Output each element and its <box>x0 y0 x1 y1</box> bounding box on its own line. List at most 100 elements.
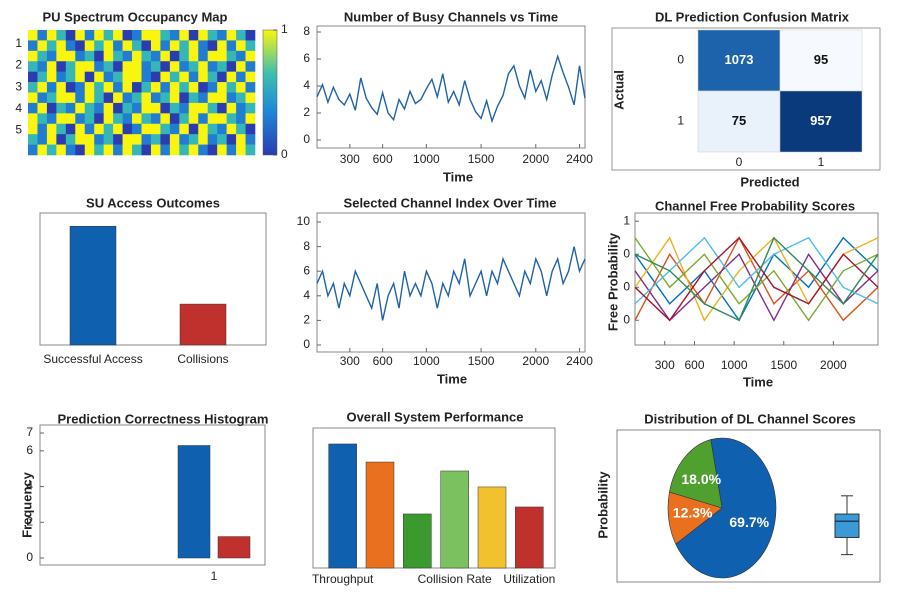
heat-cell <box>103 92 114 104</box>
colorbar-label: 1 <box>281 22 288 36</box>
heat-cell <box>179 144 190 156</box>
heat-cell <box>226 102 237 114</box>
heat-cell <box>150 30 161 41</box>
heat-cell <box>94 134 104 145</box>
heat-cell <box>236 61 246 72</box>
heat-cell <box>132 102 142 114</box>
heat-cell <box>160 50 171 62</box>
heat-cell <box>28 30 38 41</box>
heat-cell <box>46 82 57 93</box>
heat-cell <box>217 144 227 156</box>
chart-title: Overall System Performance <box>346 409 523 424</box>
heat-cell <box>94 50 104 62</box>
heat-cell <box>160 134 171 145</box>
heat-cell <box>132 123 142 135</box>
heat-cell <box>179 30 190 41</box>
heat-cell <box>198 71 209 83</box>
heat-cell <box>150 40 161 52</box>
heat-cell <box>37 113 48 125</box>
chart-title: DL Prediction Confusion Matrix <box>655 9 850 24</box>
heat-cell <box>56 61 67 72</box>
heat-cell <box>226 113 237 125</box>
heat-cell <box>84 102 95 114</box>
heat-cell <box>56 123 67 135</box>
heat-cell <box>65 71 76 83</box>
heat-cell <box>122 71 133 83</box>
heat-cell <box>75 61 86 72</box>
x-tick-label: 300 <box>340 152 360 166</box>
heat-cell <box>103 30 114 41</box>
heat-cell <box>56 102 67 114</box>
heat-cell <box>245 30 256 41</box>
y-tick-label: 5 <box>15 122 22 136</box>
heat-cell <box>94 144 104 156</box>
bar <box>403 513 432 569</box>
heat-cell <box>245 61 256 72</box>
heat-cell <box>207 113 218 125</box>
heat-cell <box>37 40 48 52</box>
heat-cell <box>46 71 57 83</box>
heat-cell <box>150 50 161 62</box>
heat-cell <box>141 40 152 52</box>
x-tick-label: Throughput <box>312 572 374 586</box>
heat-cell <box>28 50 38 62</box>
heat-cell <box>226 30 237 41</box>
heat-cell <box>46 30 57 41</box>
heat-cell <box>132 92 142 104</box>
heat-cell <box>169 123 180 135</box>
heat-cell <box>84 113 95 125</box>
heat-cell <box>46 92 57 104</box>
heat-cell <box>169 92 180 104</box>
heat-cell <box>160 71 171 83</box>
heat-cell <box>188 102 199 114</box>
heat-cell <box>169 113 180 125</box>
y-tick-label: 0 <box>677 53 684 67</box>
y-tick-label: 1 <box>15 36 22 50</box>
y-tick-label: 7 <box>26 425 33 439</box>
heat-cell <box>217 82 227 93</box>
y-tick-label: 0 <box>623 279 630 293</box>
series-line <box>316 53 586 124</box>
heat-cell <box>179 134 190 145</box>
heat-cell <box>198 92 209 104</box>
heat-cell <box>169 50 180 62</box>
x-tick-label: 1500 <box>468 354 495 368</box>
heat-cell <box>236 30 246 41</box>
heat-cell <box>46 102 57 114</box>
y-tick-label: 1 <box>623 213 630 227</box>
heat-cell <box>160 92 171 104</box>
heat-cell <box>56 134 67 145</box>
slice-label: 18.0% <box>681 471 721 487</box>
heat-cell <box>122 144 133 156</box>
heat-cell <box>198 113 209 125</box>
heat-cell <box>65 30 76 41</box>
heat-cell <box>28 123 38 135</box>
heat-cell <box>236 134 246 145</box>
y-tick-label: 1 <box>677 114 684 128</box>
heat-cell <box>132 134 142 145</box>
heat-cell <box>150 123 161 135</box>
heat-cell <box>150 82 161 93</box>
heat-cell <box>236 113 246 125</box>
heat-cell <box>141 123 152 135</box>
heat-cell <box>132 71 142 83</box>
cell-label: 957 <box>810 113 832 128</box>
heat-cell <box>169 71 180 83</box>
y-tick-label: 0 <box>623 312 630 326</box>
heat-cell <box>141 30 152 41</box>
heat-cell <box>188 82 199 93</box>
heat-cell <box>207 82 218 93</box>
bar <box>440 470 469 569</box>
chart-title: SU Access Outcomes <box>86 195 220 210</box>
colorbar-label: 0 <box>281 147 288 161</box>
heat-cell <box>94 30 104 41</box>
heat-cell <box>245 71 256 83</box>
x-tick-label: Collision Rate <box>418 572 492 586</box>
heat-cell <box>113 82 123 93</box>
heat-cell <box>28 144 38 156</box>
heat-cell <box>236 40 246 52</box>
heat-cell <box>94 71 104 83</box>
chart-title: Distribution of DL Channel Scores <box>644 411 855 426</box>
heat-cell <box>132 144 142 156</box>
y-tick-label: 8 <box>303 239 310 253</box>
